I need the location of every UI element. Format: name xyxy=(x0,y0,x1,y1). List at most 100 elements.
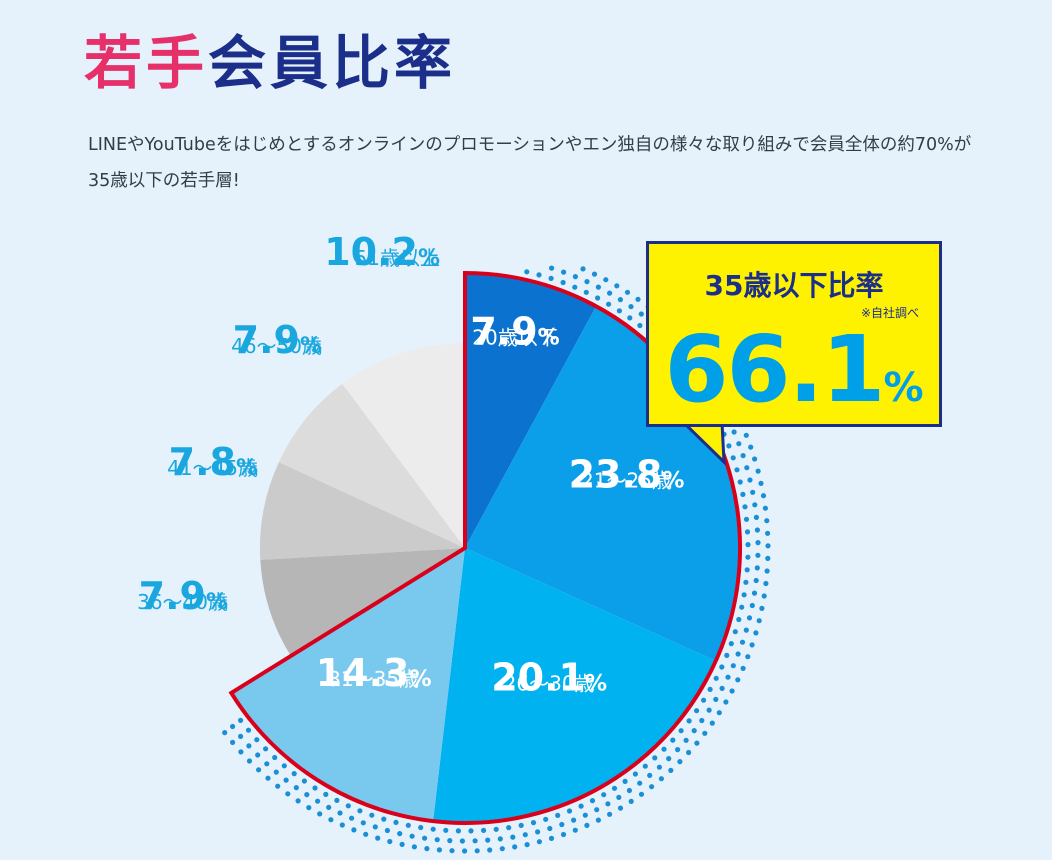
slice-value: 10.2% xyxy=(324,230,440,274)
dot-mark xyxy=(497,836,503,842)
slice-value-number: 7.8 xyxy=(169,440,236,484)
dot-mark xyxy=(487,847,493,853)
dot-mark xyxy=(301,778,307,784)
slice-value-unit: % xyxy=(538,326,560,351)
dot-mark xyxy=(765,530,771,536)
dot-mark xyxy=(595,817,602,823)
dot-mark xyxy=(764,568,770,574)
dot-mark xyxy=(524,269,530,275)
dot-mark xyxy=(409,833,415,839)
dot-mark xyxy=(743,579,749,585)
slice-value: 7.9% xyxy=(139,574,228,618)
highlight-outline xyxy=(228,270,742,825)
pie-slice xyxy=(465,273,597,548)
dot-mark xyxy=(614,283,620,289)
dot-mark xyxy=(745,554,751,560)
dot-mark xyxy=(758,480,764,486)
dot-mark xyxy=(246,758,253,764)
dot-mark xyxy=(752,456,758,462)
dot-mark xyxy=(387,838,393,845)
dot-mark xyxy=(742,504,748,510)
dot-mark xyxy=(763,580,769,587)
slice-value-unit: % xyxy=(206,590,228,615)
slice-value: 7.9% xyxy=(233,318,322,362)
slice-value-number: 23.8 xyxy=(569,453,663,497)
dot-mark xyxy=(418,824,424,831)
dot-mark xyxy=(430,826,436,832)
dot-mark xyxy=(455,828,461,834)
dot-mark xyxy=(328,817,334,823)
dot-mark xyxy=(449,848,455,854)
dot-mark xyxy=(281,763,287,769)
slice-label: 21〜25歳 xyxy=(581,469,672,493)
dot-mark xyxy=(754,565,760,571)
dot-mark xyxy=(741,592,747,598)
dot-mark xyxy=(351,827,357,833)
dot-mark xyxy=(677,759,683,765)
dot-mark xyxy=(649,784,655,790)
dot-mark xyxy=(749,602,755,609)
dot-mark xyxy=(578,803,584,809)
dot-mark xyxy=(627,315,633,321)
dot-mark xyxy=(756,618,762,624)
slice-label: 20歳以下 xyxy=(472,326,557,350)
dot-mark xyxy=(272,754,278,761)
dot-mark xyxy=(686,749,692,756)
title-accent: 若手 xyxy=(84,29,209,97)
slice-label: 51歳以上 xyxy=(355,246,440,270)
dot-mark xyxy=(725,674,731,680)
slice-label: 26〜30歳 xyxy=(504,671,595,695)
dot-mark xyxy=(744,567,750,573)
dot-mark xyxy=(694,708,700,714)
dot-mark xyxy=(729,688,735,694)
dot-mark xyxy=(616,794,622,801)
dot-mark xyxy=(572,274,579,280)
dot-mark xyxy=(743,432,749,438)
page-title: 若手会員比率 xyxy=(84,34,456,92)
dot-mark xyxy=(583,289,589,295)
dot-mark xyxy=(638,791,645,797)
dot-mark xyxy=(736,616,742,623)
dot-mark xyxy=(512,844,518,850)
dot-mark xyxy=(580,266,586,272)
dot-mark xyxy=(670,737,676,743)
slice-value: 7.9% xyxy=(470,310,559,354)
dot-mark xyxy=(678,728,684,734)
dot-mark xyxy=(363,831,369,837)
dot-mark xyxy=(743,516,750,522)
dot-mark xyxy=(744,529,751,535)
dot-mark xyxy=(724,652,730,659)
dot-mark xyxy=(749,642,755,648)
dot-mark xyxy=(744,465,750,471)
dot-mark xyxy=(699,717,705,724)
dot-mark xyxy=(707,686,713,693)
dot-mark xyxy=(647,772,653,779)
dot-mark xyxy=(584,822,590,829)
slice-label: 36〜40歳 xyxy=(137,590,228,614)
dot-mark xyxy=(536,839,543,845)
dot-mark xyxy=(264,761,270,767)
slice-value: 23.8% xyxy=(569,453,685,497)
dot-mark xyxy=(719,664,725,670)
dot-mark xyxy=(549,265,555,271)
dot-mark xyxy=(702,730,708,736)
dot-mark xyxy=(524,842,530,848)
dot-mark xyxy=(499,846,505,852)
dot-mark xyxy=(254,737,260,743)
dot-mark xyxy=(668,767,674,774)
dot-mark xyxy=(755,552,761,558)
pie-slice xyxy=(278,383,465,548)
dot-mark xyxy=(748,444,754,450)
dot-mark xyxy=(751,590,758,596)
dot-mark xyxy=(345,803,351,809)
dot-mark xyxy=(745,654,751,660)
dot-mark xyxy=(422,835,428,841)
dot-mark xyxy=(740,491,746,497)
dot-mark xyxy=(735,651,741,657)
dot-mark xyxy=(622,778,628,785)
slice-value-number: 7.9 xyxy=(470,310,537,354)
dot-mark xyxy=(245,727,252,733)
dot-mark xyxy=(334,797,340,804)
dot-mark xyxy=(238,749,244,755)
dot-mark xyxy=(607,290,613,296)
